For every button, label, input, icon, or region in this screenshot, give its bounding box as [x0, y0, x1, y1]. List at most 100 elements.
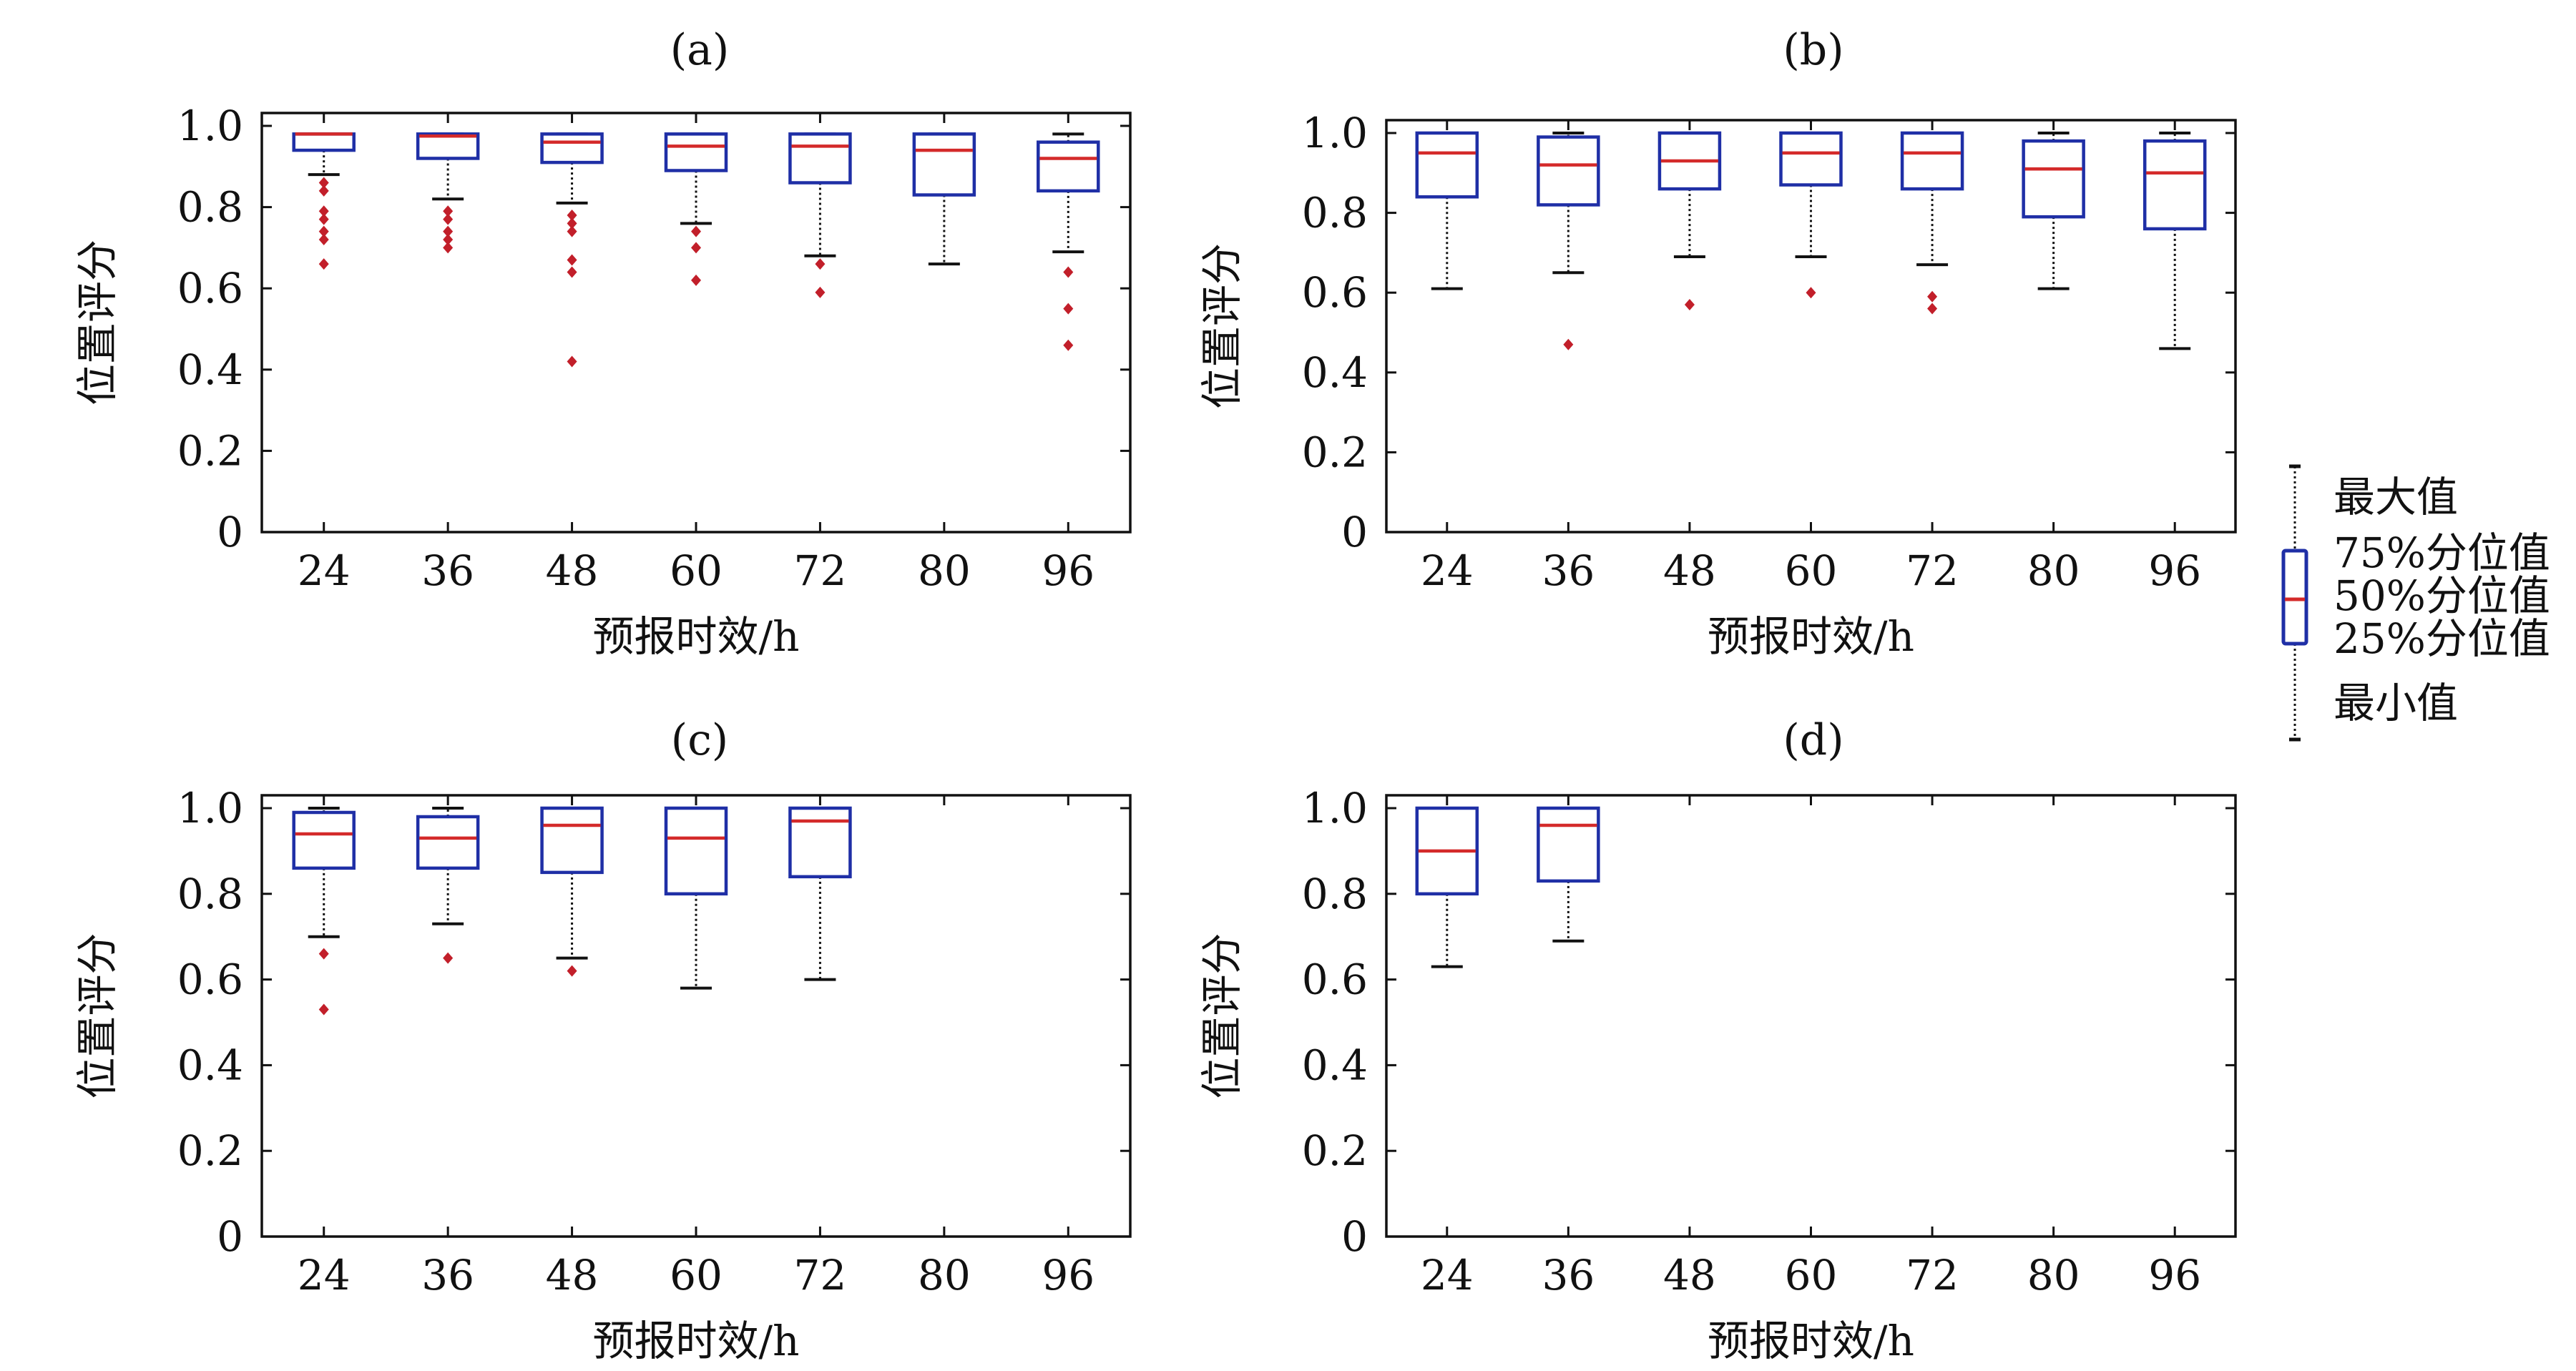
- x-tick-label: 48: [546, 1251, 599, 1299]
- outlier-point: [691, 225, 701, 237]
- x-tick-label: 36: [1542, 546, 1595, 595]
- outlier-point: [1063, 303, 1074, 315]
- box-72h: [788, 806, 852, 981]
- y-axis-label: 位置评分: [1198, 933, 1246, 1099]
- panel-a: (a) 0 0.2 0.4 0.6 0.8 1.0 24 36 48 60 72 80 96 预报时效/h 位…: [73, 25, 1132, 661]
- y-tick-label: 0.6: [177, 264, 243, 313]
- y-axis-label: 位置评分: [1198, 243, 1246, 409]
- y-tick-label: 0: [217, 508, 243, 556]
- x-tick-label: 72: [1906, 1251, 1959, 1299]
- box-24h: [1415, 806, 1479, 968]
- panel-b: (b) 0 0.2 0.4 0.6 0.8 1.0 24 36 48 60 72 80 96 预报时效/h 位…: [1198, 25, 2237, 661]
- outlier-point: [815, 258, 826, 270]
- box-36h: [416, 132, 480, 254]
- x-tick-label: 48: [1663, 1251, 1716, 1299]
- box-48h: [1657, 131, 1722, 310]
- y-tick-label: 0: [217, 1212, 243, 1261]
- outlier-point: [1684, 298, 1695, 310]
- iqr-box: [292, 132, 356, 152]
- outlier-point: [1563, 338, 1574, 350]
- outlier-point: [318, 185, 329, 197]
- y-tick-label: 0.8: [1302, 870, 1368, 918]
- iqr-box: [2022, 139, 2085, 219]
- box-24h: [292, 132, 356, 270]
- x-tick-label: 24: [1421, 1251, 1474, 1299]
- outlier-point: [318, 177, 329, 189]
- x-tick-label: 80: [2027, 546, 2080, 595]
- box-72h: [1900, 131, 1964, 315]
- x-tick-label: 96: [2148, 1251, 2201, 1299]
- legend-q1-label: 25%分位值: [2333, 614, 2550, 663]
- x-tick-label: 96: [1042, 546, 1094, 595]
- panels: (a) 0 0.2 0.4 0.6 0.8 1.0 24 36 48 60 72 80 96 预报时效/h 位…: [73, 25, 2237, 1365]
- iqr-box: [416, 132, 480, 160]
- legend: 最大值 75%分位值 50%分位值 25%分位值 最小值: [2281, 464, 2550, 742]
- iqr-box: [1037, 140, 1100, 193]
- y-tick-label: 1.0: [177, 102, 243, 150]
- y-tick-label: 0: [1341, 508, 1368, 556]
- legend-iqr-box: [2281, 549, 2308, 646]
- y-axis-label: 位置评分: [73, 240, 122, 406]
- outlier-point: [567, 225, 577, 237]
- x-axis-label: 预报时效/h: [1708, 612, 1914, 661]
- y-tick-label: 0.6: [1302, 268, 1368, 317]
- outlier-point: [318, 205, 329, 217]
- x-tick-label: 60: [1785, 546, 1838, 595]
- y-tick-label: 0.8: [1302, 189, 1368, 237]
- outlier-point: [443, 205, 454, 217]
- x-tick-label: 24: [298, 1251, 351, 1299]
- outlier-point: [1927, 303, 1938, 315]
- iqr-box: [1779, 131, 1843, 187]
- outlier-point: [567, 266, 577, 278]
- y-axis-label: 位置评分: [73, 933, 122, 1099]
- x-tick-label: 48: [1663, 546, 1716, 595]
- y-tick-label: 0: [1341, 1212, 1368, 1261]
- y-tick-label: 1.0: [1302, 109, 1368, 157]
- box-48h: [540, 806, 604, 977]
- y-tick-label: 0.8: [177, 870, 243, 918]
- x-axis-label: 预报时效/h: [593, 1317, 800, 1365]
- outlier-point: [1063, 339, 1074, 351]
- box-96h: [1037, 132, 1100, 351]
- box-36h: [1537, 132, 1600, 350]
- panel-title: (d): [1783, 715, 1843, 765]
- y-tick-label: 1.0: [1302, 784, 1368, 832]
- y-tick-label: 0.6: [1302, 955, 1368, 1004]
- x-tick-label: 72: [794, 546, 847, 595]
- y-tick-label: 0.2: [177, 1126, 243, 1175]
- x-tick-label: 24: [298, 546, 351, 595]
- iqr-box: [540, 806, 604, 875]
- box-72h: [788, 132, 852, 298]
- y-tick-label: 0.4: [177, 1041, 243, 1089]
- x-tick-label: 80: [2027, 1251, 2080, 1299]
- iqr-box: [912, 132, 976, 197]
- x-tick-label: 96: [1042, 1251, 1094, 1299]
- outlier-point: [443, 234, 454, 246]
- panel-title: (a): [670, 25, 730, 75]
- box-96h: [2142, 132, 2207, 350]
- plot-frame: [1385, 794, 2237, 1238]
- x-tick-label: 36: [421, 1251, 474, 1299]
- outlier-point: [1063, 266, 1074, 278]
- x-tick-label: 36: [421, 546, 474, 595]
- y-tick-label: 0.2: [1302, 1126, 1368, 1175]
- legend-median-label: 50%分位值: [2333, 571, 2550, 620]
- outlier-point: [691, 274, 701, 286]
- outlier-point: [567, 965, 577, 977]
- box-24h: [1415, 131, 1479, 290]
- outlier-point: [318, 948, 329, 960]
- iqr-box: [1415, 131, 1479, 199]
- legend-max-label: 最大值: [2333, 473, 2458, 521]
- outlier-point: [318, 1003, 329, 1016]
- y-tick-label: 0.4: [177, 345, 243, 394]
- box-60h: [664, 132, 728, 286]
- x-tick-label: 36: [1542, 1251, 1595, 1299]
- x-tick-label: 48: [546, 546, 599, 595]
- outlier-point: [443, 225, 454, 237]
- panel-title: (c): [671, 715, 728, 765]
- x-tick-label: 60: [670, 546, 723, 595]
- outlier-point: [443, 242, 454, 254]
- x-tick-label: 60: [1785, 1251, 1838, 1299]
- outlier-point: [318, 213, 329, 225]
